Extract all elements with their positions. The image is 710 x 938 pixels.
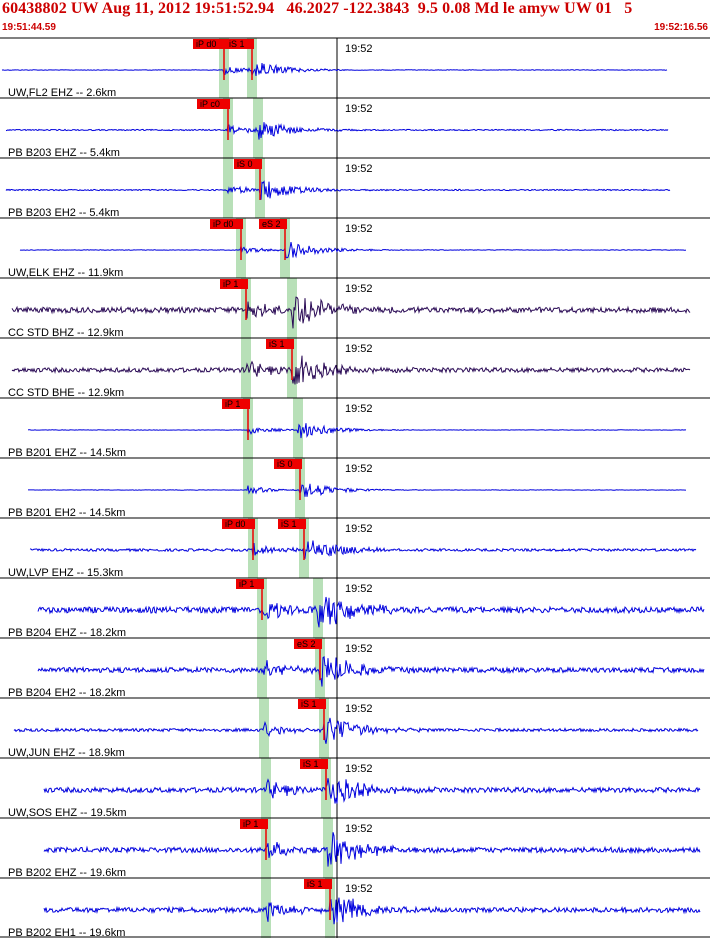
seismogram-panel[interactable]: iP d0 iS 1 19:52 UW,FL2 EHZ -- 2.6km iP c0 19… xyxy=(0,36,710,938)
station-label: PB B202 EH1 -- 19.6km xyxy=(8,927,125,938)
waveform-trace xyxy=(37,656,705,687)
station-label: PB B203 EHZ -- 5.4km xyxy=(8,147,120,159)
s-window-band xyxy=(287,278,297,338)
station-label: PB B204 EH2 -- 18.2km xyxy=(8,687,125,699)
s-pick-flag xyxy=(266,339,294,349)
p-pick-label: iP 1 xyxy=(223,279,238,289)
s-pick-flag xyxy=(234,159,262,169)
waveform-trace xyxy=(5,180,671,200)
waveform-trace xyxy=(28,483,686,497)
s-pick-label: eS 2 xyxy=(262,219,281,229)
time-mark-label: 19:52 xyxy=(345,823,373,835)
p-pick-label: iP 1 xyxy=(239,579,254,589)
waveform-trace xyxy=(43,897,701,925)
event-header: 60438802 UW Aug 11, 2012 19:51:52.94 46.… xyxy=(0,0,710,38)
station-label: PB B204 EHZ -- 18.2km xyxy=(8,627,126,639)
station-label: UW,SOS EHZ -- 19.5km xyxy=(8,807,127,819)
s-pick-label: iS 1 xyxy=(303,759,319,769)
time-mark-label: 19:52 xyxy=(345,343,373,355)
s-pick-flag xyxy=(278,519,306,529)
s-pick-label: eS 2 xyxy=(297,639,316,649)
p-pick-label: iP c0 xyxy=(200,99,220,109)
s-pick-flag xyxy=(300,759,328,769)
s-pick-flag xyxy=(259,219,287,229)
time-mark-label: 19:52 xyxy=(345,403,373,415)
station-label: PB B201 EH2 -- 14.5km xyxy=(8,507,125,519)
p-pick-flag xyxy=(222,399,250,409)
s-pick-flag xyxy=(298,699,326,709)
s-pick-flag xyxy=(294,639,322,649)
waveform-trace xyxy=(19,242,687,259)
s-pick-flag xyxy=(226,39,254,49)
s-pick-label: iS 1 xyxy=(269,339,285,349)
s-window-band xyxy=(313,578,323,638)
time-mark-label: 19:52 xyxy=(345,163,373,175)
waveform-trace xyxy=(11,355,691,385)
p-pick-flag xyxy=(240,819,268,829)
p-pick-label: iP d0 xyxy=(213,219,233,229)
time-mark-label: 19:52 xyxy=(345,523,373,535)
s-pick-label: iS 1 xyxy=(229,39,245,49)
p-pick-flag xyxy=(197,99,230,109)
station-label: CC STD BHZ -- 12.9km xyxy=(8,327,124,339)
p-pick-flag xyxy=(236,579,264,589)
p-pick-label: iP 1 xyxy=(243,819,258,829)
s-window-band xyxy=(253,98,263,158)
waveform-trace xyxy=(27,423,687,439)
station-label: UW,LVP EHZ -- 15.3km xyxy=(8,567,123,579)
s-window-band xyxy=(293,398,303,458)
waveform-trace xyxy=(5,122,669,140)
station-label: PB B201 EHZ -- 14.5km xyxy=(8,447,126,459)
s-pick-label: iS 1 xyxy=(301,699,317,709)
station-label: UW,ELK EHZ -- 11.9km xyxy=(8,267,123,279)
window-end-time: 19:52:16.56 xyxy=(654,22,708,33)
station-label: PB B203 EH2 -- 5.4km xyxy=(8,207,119,219)
p-window-band xyxy=(223,158,233,218)
time-mark-label: 19:52 xyxy=(345,763,373,775)
time-mark-label: 19:52 xyxy=(345,283,373,295)
s-pick-label: iS 0 xyxy=(237,159,253,169)
waveform-trace xyxy=(29,540,697,560)
time-mark-label: 19:52 xyxy=(345,643,373,655)
event-title: 60438802 UW Aug 11, 2012 19:51:52.94 46.… xyxy=(2,0,633,17)
station-label: UW,JUN EHZ -- 18.9km xyxy=(8,747,125,759)
time-mark-label: 19:52 xyxy=(345,703,373,715)
p-pick-label: iP d0 xyxy=(196,39,216,49)
s-pick-flag xyxy=(274,459,302,469)
p-pick-flag xyxy=(210,219,243,229)
time-mark-label: 19:52 xyxy=(345,103,373,115)
waveform-trace xyxy=(37,596,705,628)
waveform-trace xyxy=(43,778,701,804)
p-pick-flag xyxy=(193,39,226,49)
window-start-time: 19:51:44.59 xyxy=(2,22,56,33)
waveform-trace xyxy=(1,63,668,77)
s-window-band xyxy=(323,818,333,878)
waveform-trace xyxy=(13,717,699,744)
p-pick-flag xyxy=(220,279,248,289)
p-pick-label: iP d0 xyxy=(225,519,245,529)
time-mark-label: 19:52 xyxy=(345,883,373,895)
time-mark-label: 19:52 xyxy=(345,463,373,475)
station-label: PB B202 EHZ -- 19.6km xyxy=(8,867,126,879)
station-label: CC STD BHE -- 12.9km xyxy=(8,387,124,399)
s-pick-flag xyxy=(304,879,332,889)
p-pick-flag xyxy=(222,519,255,529)
time-mark-label: 19:52 xyxy=(345,223,373,235)
p-window-band xyxy=(257,638,267,698)
time-mark-label: 19:52 xyxy=(345,583,373,595)
s-pick-label: iS 1 xyxy=(281,519,297,529)
time-mark-label: 19:52 xyxy=(345,43,373,55)
waveform-trace xyxy=(43,832,701,867)
waveform-trace xyxy=(11,296,691,329)
p-pick-label: iP 1 xyxy=(225,399,240,409)
s-pick-label: iS 0 xyxy=(277,459,293,469)
s-pick-label: iS 1 xyxy=(307,879,323,889)
station-label: UW,FL2 EHZ -- 2.6km xyxy=(8,87,116,99)
